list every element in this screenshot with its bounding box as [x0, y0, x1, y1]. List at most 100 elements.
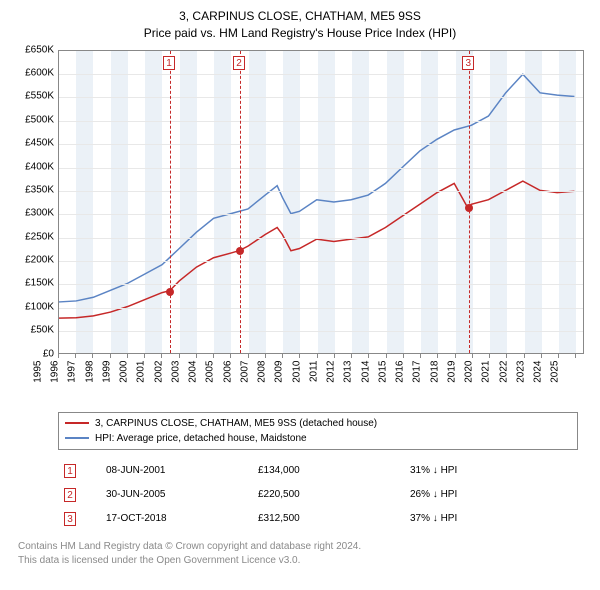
- event-marker-box: 3: [462, 56, 474, 70]
- y-gridline: [59, 97, 583, 98]
- x-axis-label: 2019: [446, 360, 457, 400]
- sale-index-box: 2: [64, 488, 76, 502]
- x-tick: [58, 354, 59, 358]
- x-tick: [196, 354, 197, 358]
- x-tick: [248, 354, 249, 358]
- y-axis-label: £450K: [12, 138, 54, 149]
- y-gridline: [59, 238, 583, 239]
- legend-label: 3, CARPINUS CLOSE, CHATHAM, ME5 9SS (det…: [95, 416, 377, 431]
- sale-diff: 37% ↓ HPI: [406, 508, 576, 530]
- y-gridline: [59, 261, 583, 262]
- legend-swatch: [65, 422, 89, 424]
- x-tick: [299, 354, 300, 358]
- y-axis-label: £0: [12, 348, 54, 359]
- legend-box: 3, CARPINUS CLOSE, CHATHAM, ME5 9SS (det…: [58, 412, 578, 450]
- x-tick: [161, 354, 162, 358]
- y-axis-label: £550K: [12, 91, 54, 102]
- event-dot: [166, 288, 174, 296]
- x-axis-label: 2003: [170, 360, 181, 400]
- legend-label: HPI: Average price, detached house, Maid…: [95, 431, 307, 446]
- x-tick: [351, 354, 352, 358]
- series-hpi: [59, 74, 574, 302]
- sale-diff: 31% ↓ HPI: [406, 460, 576, 482]
- x-axis-label: 2017: [412, 360, 423, 400]
- table-row: 317-OCT-2018£312,50037% ↓ HPI: [60, 508, 576, 530]
- y-gridline: [59, 191, 583, 192]
- x-axis-label: 2012: [326, 360, 337, 400]
- y-axis-label: £350K: [12, 184, 54, 195]
- sale-date: 08-JUN-2001: [102, 460, 252, 482]
- x-tick: [110, 354, 111, 358]
- x-tick: [386, 354, 387, 358]
- x-axis-label: 2009: [274, 360, 285, 400]
- x-tick: [558, 354, 559, 358]
- x-axis-label: 1995: [33, 360, 44, 400]
- x-tick: [437, 354, 438, 358]
- event-line: [170, 51, 171, 353]
- x-tick: [144, 354, 145, 358]
- x-tick: [455, 354, 456, 358]
- x-axis-label: 2020: [464, 360, 475, 400]
- y-axis-label: £400K: [12, 161, 54, 172]
- x-axis-label: 2014: [360, 360, 371, 400]
- x-tick: [265, 354, 266, 358]
- event-dot: [465, 204, 473, 212]
- y-gridline: [59, 331, 583, 332]
- x-axis-label: 2011: [308, 360, 319, 400]
- legend-swatch: [65, 437, 89, 439]
- plot-region: [58, 50, 584, 354]
- x-axis-label: 2015: [377, 360, 388, 400]
- title-line-2: Price paid vs. HM Land Registry's House …: [12, 25, 588, 42]
- legend-row: HPI: Average price, detached house, Maid…: [65, 431, 571, 446]
- sale-diff: 26% ↓ HPI: [406, 484, 576, 506]
- y-axis-label: £600K: [12, 67, 54, 78]
- y-gridline: [59, 308, 583, 309]
- y-gridline: [59, 74, 583, 75]
- table-row: 1 08-JUN-2001£134,00031% ↓ HPI: [60, 460, 576, 482]
- sale-price: £134,000: [254, 460, 404, 482]
- sale-index-box: 1: [64, 464, 76, 478]
- footer-attribution: Contains HM Land Registry data © Crown c…: [18, 540, 588, 568]
- x-axis-label: 2000: [119, 360, 130, 400]
- x-tick: [213, 354, 214, 358]
- x-axis-label: 1999: [101, 360, 112, 400]
- y-gridline: [59, 284, 583, 285]
- x-tick: [230, 354, 231, 358]
- sale-index-box: 3: [64, 512, 76, 526]
- x-axis-label: 2018: [429, 360, 440, 400]
- title-block: 3, CARPINUS CLOSE, CHATHAM, ME5 9SS Pric…: [12, 8, 588, 42]
- legend-row: 3, CARPINUS CLOSE, CHATHAM, ME5 9SS (det…: [65, 416, 571, 431]
- y-axis-label: £150K: [12, 278, 54, 289]
- event-line: [240, 51, 241, 353]
- x-axis-label: 2024: [533, 360, 544, 400]
- y-axis-label: £650K: [12, 44, 54, 55]
- sale-price: £220,500: [254, 484, 404, 506]
- footer-line-2: This data is licensed under the Open Gov…: [18, 554, 588, 568]
- sale-price: £312,500: [254, 508, 404, 530]
- x-tick: [282, 354, 283, 358]
- x-axis-label: 2004: [188, 360, 199, 400]
- x-axis-label: 2013: [343, 360, 354, 400]
- x-axis-label: 2021: [481, 360, 492, 400]
- x-tick: [575, 354, 576, 358]
- x-axis-label: 2023: [515, 360, 526, 400]
- footer-line-1: Contains HM Land Registry data © Crown c…: [18, 540, 588, 554]
- x-tick: [541, 354, 542, 358]
- x-tick: [506, 354, 507, 358]
- x-tick: [472, 354, 473, 358]
- figure-container: 3, CARPINUS CLOSE, CHATHAM, ME5 9SS Pric…: [0, 0, 600, 576]
- x-tick: [92, 354, 93, 358]
- x-axis-label: 2001: [136, 360, 147, 400]
- x-axis-label: 2005: [205, 360, 216, 400]
- x-axis-label: 2008: [257, 360, 268, 400]
- y-gridline: [59, 121, 583, 122]
- y-gridline: [59, 168, 583, 169]
- y-axis-label: £100K: [12, 301, 54, 312]
- x-tick: [317, 354, 318, 358]
- x-tick: [420, 354, 421, 358]
- x-tick: [489, 354, 490, 358]
- y-gridline: [59, 214, 583, 215]
- y-axis-label: £300K: [12, 208, 54, 219]
- chart-area: 1995199619971998199920002001200220032004…: [12, 46, 588, 406]
- x-axis-label: 1996: [50, 360, 61, 400]
